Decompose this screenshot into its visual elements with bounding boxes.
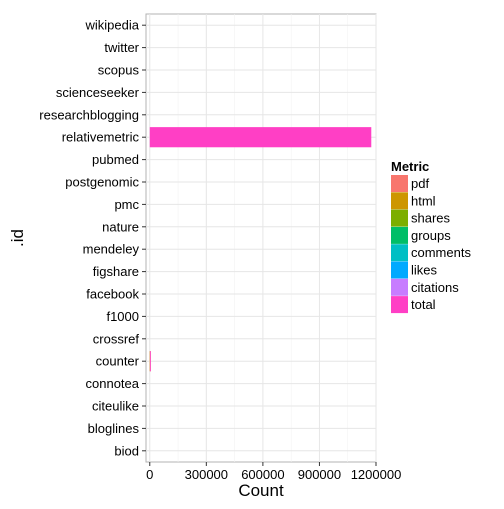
legend-label-html: html: [411, 193, 436, 208]
bar-relativemetric-total: [149, 127, 372, 148]
y-tick-label-pubmed: pubmed: [92, 152, 139, 167]
legend-label-total: total: [411, 297, 436, 312]
x-axis-ticks: 0 300000 600000 900000 1200000: [146, 462, 401, 482]
y-tick-label-researchblogging: researchblogging: [39, 107, 139, 122]
y-tick-label-scienceseeker: scienceseeker: [56, 85, 140, 100]
legend-swatch-total: [391, 296, 408, 314]
y-tick-label-counter: counter: [96, 354, 140, 369]
legend-swatch-comments: [391, 244, 408, 262]
legend-swatch-html: [391, 192, 408, 210]
y-tick-label-postgenomic: postgenomic: [65, 175, 139, 190]
legend-swatch-pdf: [391, 175, 408, 192]
legend: Metric pdf html shares groups comments likes c…: [391, 159, 471, 314]
y-tick-label-wikipedia: wikipedia: [85, 18, 140, 33]
y-tick-label-pmc: pmc: [114, 197, 139, 212]
y-tick-label-figshare: figshare: [93, 264, 139, 279]
y-tick-label-connotea: connotea: [86, 376, 140, 391]
legend-swatch-citations: [391, 278, 408, 296]
bars: [149, 127, 372, 372]
y-tick-label-relativemetric: relativemetric: [62, 130, 140, 145]
y-axis-title: .id: [8, 229, 27, 247]
x-tick-label: 0: [146, 467, 153, 482]
legend-swatch-groups: [391, 226, 408, 244]
legend-label-pdf: pdf: [411, 176, 429, 191]
legend-label-comments: comments: [411, 245, 471, 260]
legend-items: pdf html shares groups comments likes citation…: [391, 175, 471, 314]
y-tick-label-twitter: twitter: [104, 40, 139, 55]
plot-panel: [145, 13, 377, 463]
bar-counter-total: [150, 351, 151, 372]
x-tick-label: 600000: [241, 467, 284, 482]
x-axis-title: Count: [238, 481, 284, 500]
y-tick-label-crossref: crossref: [93, 331, 140, 346]
x-tick-label: 300000: [185, 467, 228, 482]
y-tick-label-facebook: facebook: [86, 287, 139, 302]
y-tick-label-biod: biod: [114, 443, 139, 458]
x-tick-label: 1200000: [351, 467, 402, 482]
legend-label-citations: citations: [411, 280, 459, 295]
y-tick-label-f1000: f1000: [106, 309, 139, 324]
legend-swatch-shares: [391, 209, 408, 227]
y-tick-label-scopus: scopus: [98, 63, 140, 78]
y-tick-label-citeulike: citeulike: [92, 399, 139, 414]
legend-label-shares: shares: [411, 211, 451, 226]
y-axis-ticks: wikipedia twitter scopus scienceseeker resea…: [39, 18, 146, 458]
legend-label-likes: likes: [411, 263, 438, 278]
y-tick-label-bloglines: bloglines: [88, 421, 140, 436]
y-tick-label-mendeley: mendeley: [83, 242, 140, 257]
legend-title: Metric: [391, 159, 429, 174]
y-tick-label-nature: nature: [102, 219, 139, 234]
legend-swatch-likes: [391, 261, 408, 279]
legend-label-groups: groups: [411, 228, 451, 243]
x-tick-label: 900000: [298, 467, 341, 482]
